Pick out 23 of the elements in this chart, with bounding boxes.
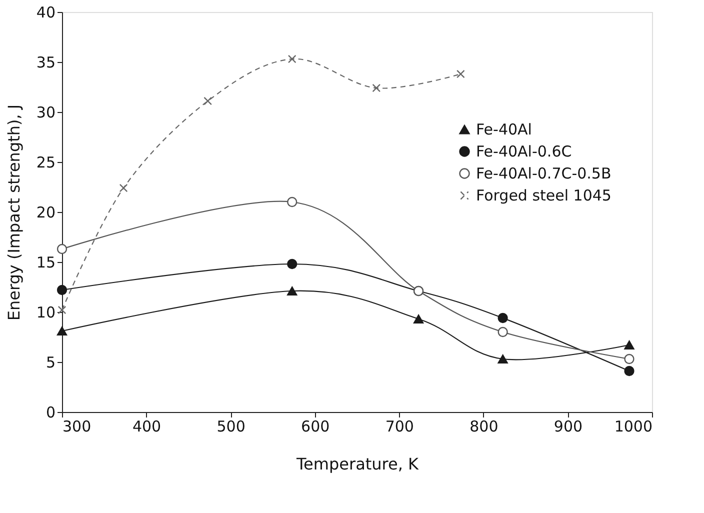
x-tick-label: 1000	[614, 418, 652, 436]
legend-label: Fe-40Al	[476, 120, 532, 138]
y-tick-label: 0	[46, 404, 56, 422]
y-tick-label: 10	[36, 304, 56, 322]
x-tick-label: 400	[132, 418, 162, 436]
y-axis-title: Energy (Impact strength), J	[4, 104, 24, 321]
legend-label: Fe-40Al-0.7C-0.5B	[476, 164, 612, 182]
y-tick-label: 30	[36, 104, 56, 122]
x-axis-title: Temperature, K	[295, 454, 420, 474]
x-tick-label: 300	[62, 418, 92, 436]
y-tick-label: 40	[36, 4, 56, 22]
legend-label: Fe-40Al-0.6C	[476, 142, 572, 160]
x-tick-label: 900	[554, 418, 583, 436]
y-tick-label: 15	[36, 254, 56, 272]
x-tick-label: 500	[216, 418, 246, 436]
x-tick-label: 600	[301, 418, 330, 436]
x-tick-label: 800	[470, 418, 498, 436]
y-tick-label: 5	[46, 354, 56, 372]
x-tick-label: 700	[385, 418, 414, 436]
legend-label: Forged steel 1045	[476, 186, 612, 204]
y-tick-label: 25	[36, 154, 56, 172]
y-tick-label: 20	[36, 204, 56, 222]
y-tick-label: 35	[36, 54, 56, 72]
